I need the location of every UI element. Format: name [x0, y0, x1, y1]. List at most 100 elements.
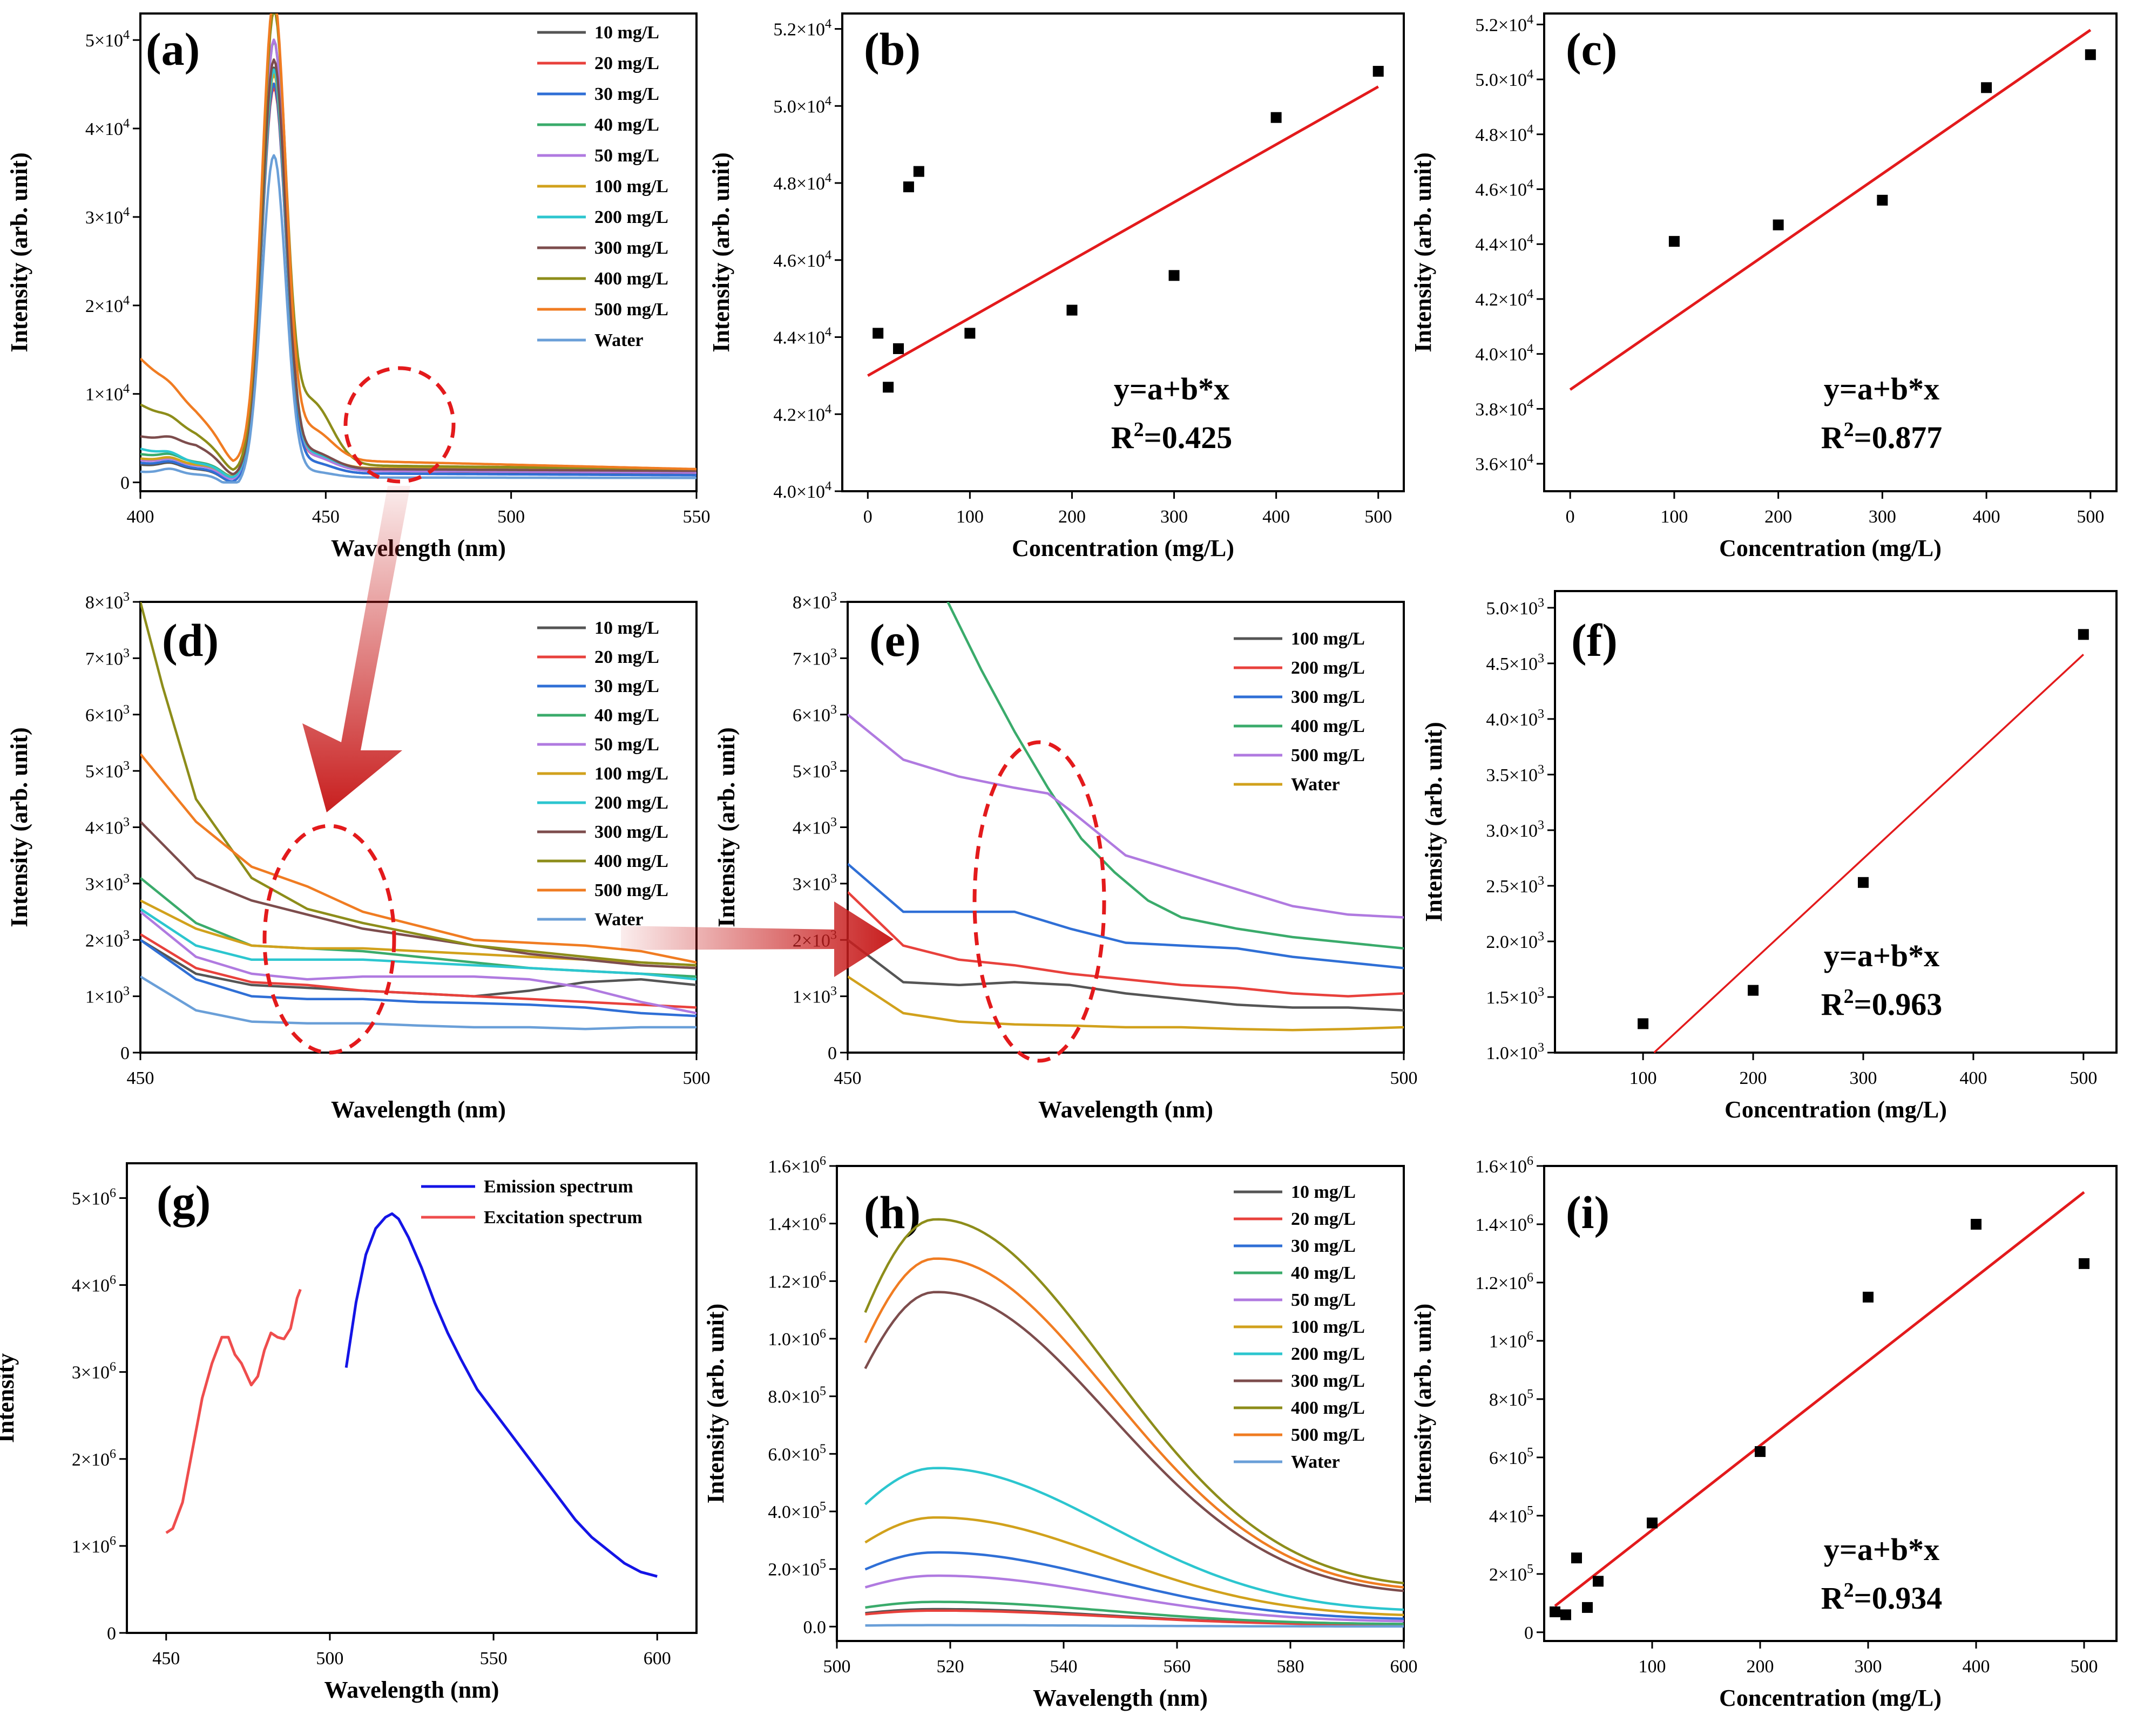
- y-tick-mantissa: 5×10: [85, 31, 123, 51]
- x-tick-label: 450: [834, 1068, 862, 1088]
- y-tick-mantissa: 5.0×10: [773, 97, 825, 117]
- y-tick-mantissa: 4.0×10: [768, 1502, 820, 1522]
- data-point: [1066, 304, 1078, 316]
- y-tick-label: 1×104: [85, 382, 130, 405]
- panel-h: 500 520 540 560 580 6000.02.0×1054.0×1056.0×1…: [702, 1154, 1418, 1711]
- legend-label: Water: [1291, 1452, 1340, 1472]
- y-tick-label: 3×103: [85, 872, 130, 894]
- y-tick-exponent: 3: [830, 872, 837, 886]
- x-tick-label: 450: [152, 1649, 180, 1669]
- panel-a: 400 450 500 55001×1042×1043×1044×1045×104Wa…: [6, 12, 711, 561]
- series-group-d: [140, 602, 696, 1030]
- x-tick-label: 500: [2070, 1068, 2097, 1088]
- y-tick-label: 4.4×104: [773, 326, 831, 348]
- r-squared-symbol: R: [1111, 420, 1134, 455]
- y-tick-exponent: 4: [1527, 123, 1533, 137]
- y-tick-mantissa: 3×10: [793, 874, 830, 894]
- y-tick-mantissa: 4.6×10: [773, 251, 825, 271]
- y-tick-exponent: 3: [830, 703, 837, 717]
- data-point: [1571, 1552, 1582, 1564]
- y-axis-title: Intensity: [0, 1353, 19, 1443]
- y-tick-label: 2.5×103: [1486, 874, 1544, 897]
- panel-b: 0 100 200 300 400 5004.0×1044.2×1044.4×1044.6…: [708, 12, 1405, 561]
- y-tick-exponent: 6: [1527, 1154, 1533, 1168]
- series-line-500-mg-l: [848, 714, 1404, 919]
- data-point: [1372, 66, 1384, 77]
- y-tick-exponent: 3: [123, 703, 130, 717]
- y-tick-exponent: 5: [1527, 1562, 1533, 1576]
- y-tick-exponent: 3: [1538, 874, 1544, 888]
- y-tick-mantissa: 3.0×10: [1486, 821, 1538, 841]
- y-tick-label: 4.0×105: [768, 1500, 826, 1522]
- plot-frame-b: [841, 12, 1405, 492]
- y-tick-label: 1×103: [85, 985, 130, 1007]
- y-tick-exponent: 4: [825, 171, 831, 185]
- x-tick-label: 300: [1160, 507, 1188, 527]
- y-tick-mantissa: 4.2×10: [1475, 290, 1527, 310]
- y-tick-mantissa: 4×10: [793, 818, 830, 838]
- x-tick-label: 550: [683, 507, 711, 527]
- x-axis-title: Wavelength (nm): [331, 535, 506, 561]
- x-tick-label: 580: [1277, 1657, 1304, 1677]
- y-tick-exponent: 5: [820, 1442, 826, 1456]
- r-squared-label: R2=0.934: [1821, 1579, 1942, 1616]
- fit-equation: y=a+b*x: [1114, 371, 1229, 406]
- panel-label-g: (g): [157, 1176, 211, 1228]
- data-point: [893, 343, 904, 354]
- y-tick-mantissa: 5×10: [85, 762, 123, 782]
- series-line-300-mg-l: [848, 863, 1404, 969]
- y-tick-label: 5.2×104: [1475, 12, 1533, 35]
- y-tick-mantissa: 2×10: [85, 296, 123, 316]
- y-tick-exponent: 3: [123, 816, 130, 830]
- x-axis-title: Wavelength (nm): [1038, 1096, 1213, 1123]
- data-point: [2079, 1258, 2089, 1269]
- legend-label: 300 mg/L: [594, 238, 668, 258]
- x-tick-label: 500: [2077, 507, 2104, 527]
- y-tick-mantissa: 6.0×10: [768, 1445, 820, 1464]
- data-point: [2078, 629, 2089, 640]
- y-tick-label: 3.0×103: [1486, 818, 1544, 841]
- y-tick-exponent: 4: [825, 402, 831, 416]
- series-line-300-mg-l: [140, 820, 696, 969]
- y-tick-label: 4×106: [72, 1273, 116, 1296]
- y-tick-mantissa: 0: [1524, 1623, 1533, 1643]
- y-tick-exponent: 3: [123, 759, 130, 773]
- x-axis-title: Wavelength (nm): [331, 1096, 506, 1123]
- series-group-g: [165, 1212, 658, 1578]
- y-tick-exponent: 3: [830, 646, 837, 660]
- x-tick-label: 450: [127, 1068, 154, 1088]
- data-point: [1971, 1218, 1982, 1230]
- y-tick-label: 7×103: [793, 646, 837, 669]
- y-tick-label: 7×103: [85, 646, 130, 669]
- y-tick-label: 6×105: [1489, 1446, 1533, 1468]
- y-tick-label: 3.8×104: [1475, 397, 1533, 419]
- y-tick-exponent: 3: [1538, 652, 1544, 666]
- x-axis-title: Concentration (mg/L): [1719, 1685, 1942, 1711]
- legend-label: 10 mg/L: [594, 618, 659, 638]
- plot-frame-h: [836, 1165, 1405, 1642]
- series-line-50-mg-l: [140, 38, 696, 480]
- y-axis-title: Intensity (arb. unit): [713, 727, 740, 927]
- y-tick-exponent: 4: [123, 382, 130, 396]
- y-tick-exponent: 6: [820, 1327, 826, 1341]
- y-tick-mantissa: 5.0×10: [1486, 599, 1538, 619]
- legend-label: 400 mg/L: [594, 851, 668, 871]
- series-line-50-mg-l: [140, 911, 696, 1015]
- x-tick-label: 200: [1058, 507, 1086, 527]
- x-tick-label: 500: [1364, 507, 1392, 527]
- panel-f: 100 200 300 400 5001.0×1031.5×1032.0×1032.5×…: [1421, 590, 2118, 1123]
- legend-label: 500 mg/L: [1291, 1425, 1365, 1445]
- y-tick-mantissa: 1×10: [793, 987, 830, 1007]
- r-squared-superscript: 2: [1134, 418, 1144, 441]
- highlight-ellipse-d: [262, 824, 396, 1055]
- fit-line: [1554, 1191, 2085, 1608]
- legend-label: 40 mg/L: [594, 706, 659, 725]
- series-line-100-mg-l: [848, 939, 1404, 1012]
- y-tick-exponent: 4: [1527, 287, 1533, 301]
- series-line-water: [848, 975, 1404, 1032]
- y-tick-mantissa: 0: [120, 1043, 130, 1063]
- x-tick-label: 500: [823, 1657, 851, 1677]
- y-tick-mantissa: 4.0×10: [1486, 710, 1538, 730]
- r-squared-value: =0.934: [1854, 1581, 1943, 1616]
